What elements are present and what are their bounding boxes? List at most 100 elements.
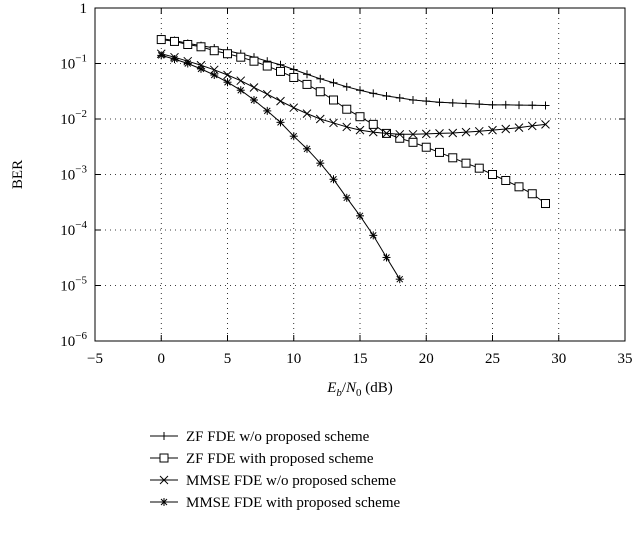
data-point — [395, 129, 405, 139]
series-2 — [156, 35, 550, 209]
x-axis-label: Eb/N0 (dB) — [326, 380, 393, 399]
marker-stroke — [303, 145, 311, 153]
marker-stroke — [501, 175, 511, 185]
marker-stroke — [474, 126, 484, 136]
data-point — [315, 114, 325, 124]
data-point — [421, 142, 431, 152]
y-tick-base: 10 — [60, 168, 75, 184]
data-point — [342, 122, 352, 132]
marker-stroke — [368, 119, 378, 129]
marker-stroke — [276, 66, 285, 76]
marker-stroke — [315, 114, 325, 124]
data-point — [356, 211, 364, 220]
marker-stroke — [448, 128, 458, 138]
marker-stroke — [157, 52, 165, 59]
marker-stroke — [184, 60, 192, 67]
marker-stroke — [196, 42, 206, 52]
data-point — [488, 125, 497, 135]
marker-stroke — [383, 254, 390, 261]
marker-stroke — [368, 127, 378, 137]
marker-stroke — [461, 158, 471, 168]
series-layer — [156, 34, 550, 284]
data-point — [448, 128, 458, 138]
y-tick-label: 10−5 — [60, 275, 87, 295]
data-point — [316, 74, 325, 83]
data-point — [422, 97, 431, 106]
marker-stroke — [501, 124, 511, 134]
legend-item-3: MMSE FDE w/o proposed scheme — [150, 473, 396, 489]
y-axis-label: BER — [10, 160, 26, 189]
data-point — [541, 101, 550, 110]
data-point — [157, 51, 166, 60]
data-point — [276, 96, 285, 106]
data-point — [170, 36, 179, 46]
data-point — [262, 61, 272, 71]
data-point — [515, 101, 523, 110]
data-point — [329, 118, 338, 128]
series-line — [161, 54, 401, 280]
y-tick-label: 10−2 — [60, 108, 87, 128]
y-tick-exponent: −1 — [75, 53, 87, 65]
data-point — [474, 163, 484, 173]
data-point — [263, 106, 272, 115]
data-point — [475, 100, 484, 109]
data-point — [223, 49, 232, 59]
marker-stroke — [355, 112, 365, 122]
marker-stroke — [329, 95, 338, 105]
data-point — [289, 103, 299, 113]
data-point — [302, 79, 312, 89]
marker-stroke — [210, 71, 218, 79]
y-tick-label: 10−6 — [60, 330, 87, 350]
marker-stroke — [395, 129, 405, 139]
y-tick-label: 10−3 — [60, 164, 87, 184]
data-point — [368, 127, 378, 137]
data-point — [289, 65, 298, 74]
marker-stroke — [170, 36, 179, 46]
data-point — [448, 98, 457, 107]
marker-stroke — [277, 119, 284, 126]
marker-stroke — [527, 189, 537, 199]
marker-stroke — [448, 153, 458, 163]
y-tick-base: 1 — [80, 1, 88, 17]
marker-stroke — [541, 120, 550, 129]
data-point — [236, 86, 245, 95]
marker-stroke — [435, 129, 444, 138]
data-point — [408, 129, 418, 139]
x-tick-label: 15 — [353, 351, 368, 367]
marker-stroke — [156, 35, 166, 45]
data-point — [289, 132, 298, 141]
marker-stroke — [342, 122, 352, 132]
y-tick-label: 10−4 — [60, 219, 87, 239]
data-point — [197, 64, 205, 73]
marker-stroke — [315, 87, 325, 97]
data-point — [514, 182, 524, 192]
legend: ZF FDE w/o proposed scheme ZF FDE with pr… — [150, 429, 400, 511]
marker-stroke — [276, 96, 285, 106]
legend-item-2: ZF FDE with proposed scheme — [150, 451, 374, 467]
marker-stroke — [396, 275, 404, 283]
data-point — [369, 89, 378, 98]
marker-stroke — [262, 89, 272, 99]
y-tick-exponent: −3 — [75, 164, 87, 176]
legend-label: MMSE FDE w/o proposed scheme — [186, 473, 396, 489]
data-point — [368, 119, 378, 129]
x-tick-label: 5 — [224, 351, 232, 367]
y-tick-base: 10 — [60, 334, 75, 350]
y-tick-exponent: −6 — [75, 330, 87, 342]
data-point — [209, 46, 219, 56]
y-tick-exponent: −4 — [75, 219, 87, 231]
marker-stroke — [236, 76, 246, 86]
marker-stroke — [408, 137, 418, 147]
marker-stroke — [421, 129, 431, 139]
data-point — [289, 72, 299, 82]
marker-stroke — [316, 159, 324, 167]
legend-marker — [160, 498, 168, 506]
x-label-unit: (dB) — [362, 380, 393, 396]
marker-stroke — [262, 61, 272, 71]
data-point — [501, 100, 510, 109]
data-point — [409, 95, 417, 104]
marker-stroke — [302, 79, 312, 89]
marker-stroke — [237, 86, 245, 94]
data-point — [276, 66, 285, 76]
data-point — [342, 82, 351, 91]
